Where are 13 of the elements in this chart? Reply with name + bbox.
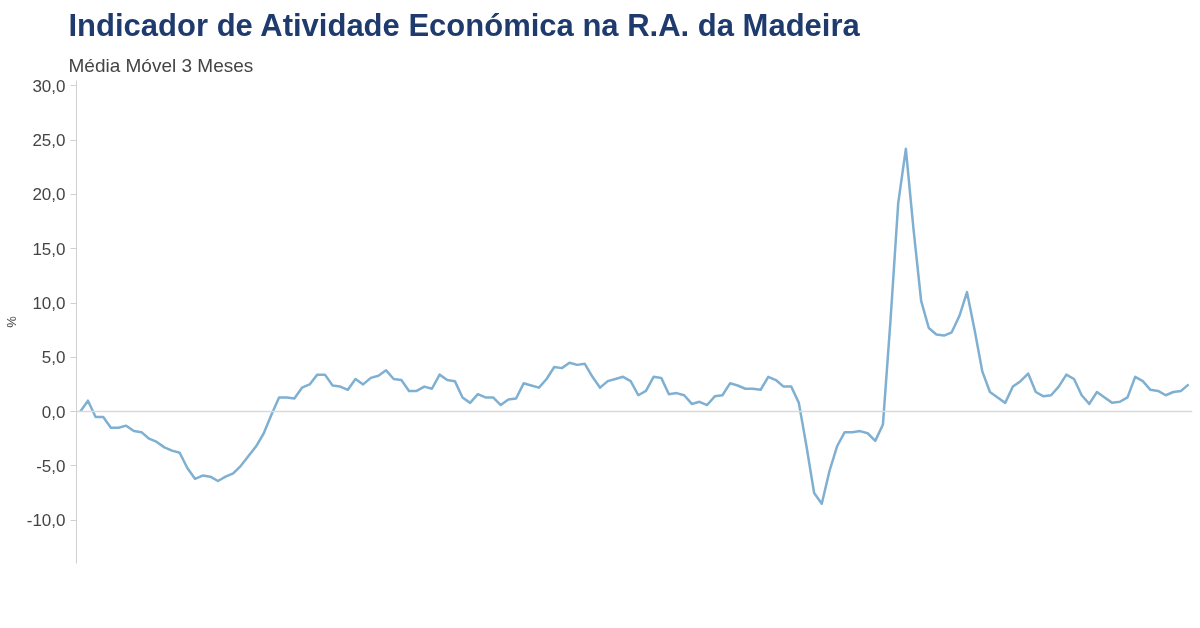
y-tick-label: -5,0 (36, 456, 66, 476)
y-tick-label: 0,0 (41, 402, 66, 422)
y-tick-label: 20,0 (32, 185, 66, 205)
y-tick-label: -10,0 (26, 511, 66, 531)
y-tick-label: 15,0 (32, 239, 66, 259)
chart-subtitle: Média Móvel 3 Meses (68, 54, 254, 76)
y-tick-label: 30,0 (32, 76, 66, 96)
y-axis-title: % (3, 315, 19, 328)
y-tick-label: 10,0 (32, 294, 66, 314)
y-tick-label: 25,0 (32, 131, 66, 151)
y-tick-label: 5,0 (41, 348, 66, 368)
line-series (79, 147, 1190, 506)
chart-title: Indicador de Atividade Económica na R.A. da Madeira (68, 7, 861, 43)
